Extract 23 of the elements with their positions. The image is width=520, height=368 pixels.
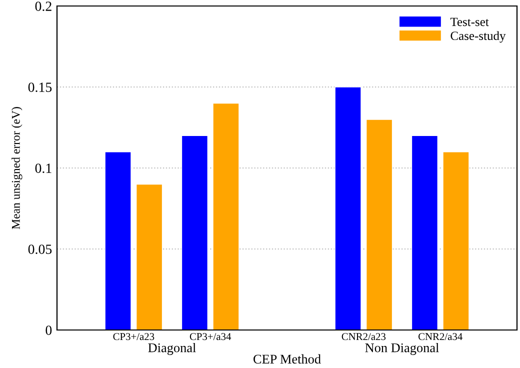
- text: Non Diagonal: [365, 342, 439, 355]
- text: Diagonal: [148, 342, 196, 355]
- x-tick-label: CNR2/a23: [342, 333, 386, 340]
- y-tick-label: 0.05: [28, 244, 52, 254]
- legend-label: Case-study: [450, 31, 506, 43]
- y-axis-title: Mean unsigned error (eV): [12, 107, 22, 230]
- y-tick-label: 0.15: [28, 82, 52, 92]
- y-tick-label: 0.1: [35, 164, 52, 174]
- legend-label: Test-set: [450, 18, 489, 26]
- bar: [212, 102, 240, 330]
- x-axis-title: CEP Method: [254, 354, 321, 364]
- bar: [411, 135, 438, 330]
- bar: [136, 184, 163, 330]
- bar: [442, 151, 470, 330]
- bar: [334, 86, 362, 330]
- bar: [366, 118, 393, 330]
- x-tick-label: CP3+/a34: [190, 333, 232, 340]
- bar: [104, 151, 132, 330]
- y-tick-label: 0.2: [35, 2, 52, 12]
- x-tick-label: CNR2/a34: [418, 333, 462, 340]
- y-tick-label: 0: [46, 326, 52, 335]
- x-tick-label: CP3+/a23: [113, 333, 154, 340]
- bar: [181, 135, 208, 330]
